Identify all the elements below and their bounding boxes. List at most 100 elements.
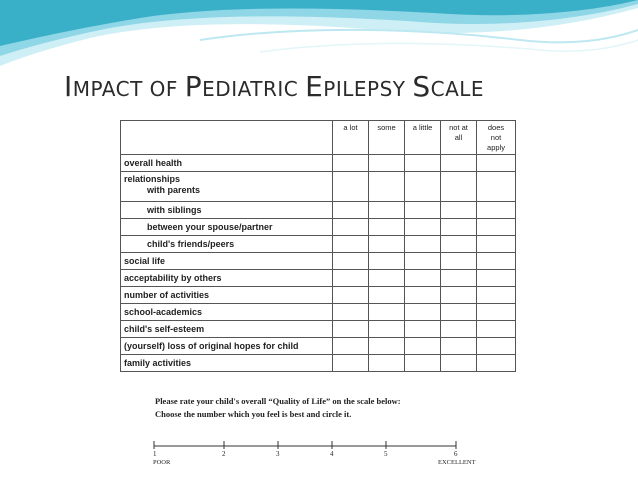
impact-scale-table: a lot some a little not at all does not … <box>120 120 516 372</box>
rating-cell[interactable] <box>404 320 441 338</box>
rating-cell[interactable] <box>476 320 516 338</box>
rating-cell[interactable] <box>476 354 516 372</box>
row-label: acceptability by others <box>120 269 333 287</box>
table-header-row: a lot some a little not at all does not … <box>120 120 516 155</box>
rating-cell[interactable] <box>332 252 369 270</box>
rating-cell[interactable] <box>440 252 477 270</box>
table-row: between your spouse/partner <box>120 218 516 236</box>
row-label: school-academics <box>120 303 333 321</box>
title-part-cap: S <box>412 70 431 103</box>
rating-cell[interactable] <box>332 171 369 202</box>
rating-cell[interactable] <box>368 354 405 372</box>
rating-cell[interactable] <box>368 218 405 236</box>
rating-cell[interactable] <box>440 337 477 355</box>
rating-cell[interactable] <box>440 171 477 202</box>
table-row: acceptability by others <box>120 269 516 287</box>
rating-cell[interactable] <box>332 154 369 172</box>
scale-number[interactable]: 5 <box>384 450 388 458</box>
row-label: child's self-esteem <box>120 320 333 338</box>
rating-cell[interactable] <box>368 337 405 355</box>
title-part-cap: E <box>305 70 324 103</box>
rating-cell[interactable] <box>368 320 405 338</box>
row-label: relationships with parents <box>120 171 333 202</box>
rating-cell[interactable] <box>368 171 405 202</box>
rating-cell[interactable] <box>476 286 516 304</box>
rating-cell[interactable] <box>332 218 369 236</box>
rating-cell[interactable] <box>440 354 477 372</box>
row-label: number of activities <box>120 286 333 304</box>
column-header: a lot <box>332 120 369 155</box>
rating-cell[interactable] <box>404 286 441 304</box>
title-part-rest: PILEPSY <box>323 77 413 101</box>
rating-cell[interactable] <box>476 337 516 355</box>
rating-cell[interactable] <box>368 154 405 172</box>
rating-cell[interactable] <box>476 303 516 321</box>
rating-cell[interactable] <box>404 201 441 219</box>
rating-cell[interactable] <box>476 252 516 270</box>
table-row: social life <box>120 252 516 270</box>
rating-cell[interactable] <box>476 235 516 253</box>
rating-cell[interactable] <box>368 286 405 304</box>
rating-cell[interactable] <box>404 337 441 355</box>
rating-cell[interactable] <box>440 320 477 338</box>
quality-of-life-instructions: Please rate your child's overall “Qualit… <box>155 395 401 421</box>
rating-cell[interactable] <box>332 286 369 304</box>
table-row: with siblings <box>120 201 516 219</box>
rating-cell[interactable] <box>332 337 369 355</box>
rating-cell[interactable] <box>368 235 405 253</box>
rating-cell[interactable] <box>476 269 516 287</box>
row-label: family activities <box>120 354 333 372</box>
scale-number[interactable]: 3 <box>276 450 280 458</box>
rating-cell[interactable] <box>368 201 405 219</box>
rating-cell[interactable] <box>440 235 477 253</box>
row-label-sub: with parents <box>147 185 201 195</box>
rating-cell[interactable] <box>404 252 441 270</box>
column-header: some <box>368 120 405 155</box>
rating-cell[interactable] <box>476 171 516 202</box>
rating-cell[interactable] <box>404 354 441 372</box>
rating-cell[interactable] <box>476 201 516 219</box>
column-header: not at all <box>440 120 477 155</box>
rating-cell[interactable] <box>332 269 369 287</box>
rating-cell[interactable] <box>476 218 516 236</box>
row-label: between your spouse/partner <box>120 218 333 236</box>
rating-cell[interactable] <box>440 303 477 321</box>
rating-cell[interactable] <box>404 154 441 172</box>
scale-number[interactable]: 6 <box>454 450 458 458</box>
scale-low-label: POOR <box>153 459 171 466</box>
table-row: relationships with parents <box>120 171 516 202</box>
rating-cell[interactable] <box>332 354 369 372</box>
rating-cell[interactable] <box>332 235 369 253</box>
rating-cell[interactable] <box>440 201 477 219</box>
quality-scale-axis: 1 2 3 4 5 6 POOR EXCELLENT <box>153 441 476 466</box>
scale-number[interactable]: 2 <box>222 450 226 458</box>
rating-cell[interactable] <box>440 218 477 236</box>
rating-cell[interactable] <box>440 154 477 172</box>
rating-cell[interactable] <box>404 269 441 287</box>
rating-cell[interactable] <box>440 269 477 287</box>
rating-cell[interactable] <box>332 320 369 338</box>
scale-number[interactable]: 1 <box>153 450 157 458</box>
rating-cell[interactable] <box>404 235 441 253</box>
scale-number[interactable]: 4 <box>330 450 334 458</box>
rating-cell[interactable] <box>332 303 369 321</box>
table-row: overall health <box>120 154 516 172</box>
table-row: child's self-esteem <box>120 320 516 338</box>
row-label: child's friends/peers <box>120 235 333 253</box>
rating-cell[interactable] <box>368 252 405 270</box>
slide-title: IMPACT OF PEDIATRIC EPILEPSY SCALE <box>64 70 484 103</box>
rating-cell[interactable] <box>404 303 441 321</box>
rating-cell[interactable] <box>404 171 441 202</box>
instruction-line-1: Please rate your child's overall “Qualit… <box>155 396 401 406</box>
rating-cell[interactable] <box>404 218 441 236</box>
title-part-cap: I <box>64 70 73 103</box>
table-row: family activities <box>120 354 516 372</box>
rating-cell[interactable] <box>332 201 369 219</box>
row-label: overall health <box>120 154 333 172</box>
header-wave-decoration <box>0 0 638 66</box>
rating-cell[interactable] <box>476 154 516 172</box>
rating-cell[interactable] <box>368 269 405 287</box>
rating-cell[interactable] <box>368 303 405 321</box>
rating-cell[interactable] <box>440 286 477 304</box>
table-row: child's friends/peers <box>120 235 516 253</box>
